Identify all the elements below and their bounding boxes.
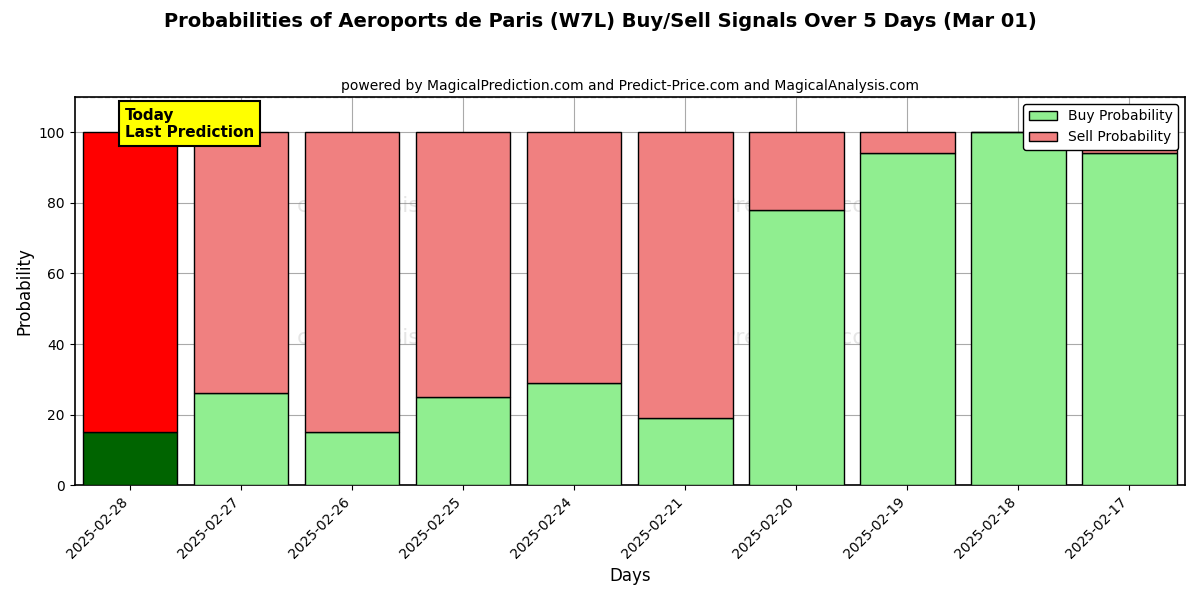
Bar: [194, 394, 288, 485]
Legend: Buy Probability, Sell Probability: Buy Probability, Sell Probability: [1024, 104, 1178, 150]
Bar: [416, 132, 510, 397]
Text: calAnalysis.com: calAnalysis.com: [296, 196, 475, 215]
Bar: [1082, 132, 1177, 154]
Bar: [749, 210, 844, 485]
Bar: [749, 132, 844, 210]
Title: powered by MagicalPrediction.com and Predict-Price.com and MagicalAnalysis.com: powered by MagicalPrediction.com and Pre…: [341, 79, 919, 93]
X-axis label: Days: Days: [610, 567, 650, 585]
Bar: [194, 132, 288, 394]
Bar: [1082, 154, 1177, 485]
Bar: [860, 132, 955, 154]
Bar: [527, 383, 622, 485]
Bar: [305, 433, 400, 485]
Bar: [416, 397, 510, 485]
Text: calAnalysis.com: calAnalysis.com: [296, 328, 475, 347]
Bar: [305, 132, 400, 433]
Bar: [971, 132, 1066, 485]
Bar: [638, 132, 732, 418]
Text: MagicalPrediction.com: MagicalPrediction.com: [638, 196, 888, 215]
Bar: [83, 132, 178, 433]
Bar: [527, 132, 622, 383]
Text: Probabilities of Aeroports de Paris (W7L) Buy/Sell Signals Over 5 Days (Mar 01): Probabilities of Aeroports de Paris (W7L…: [163, 12, 1037, 31]
Text: Today
Last Prediction: Today Last Prediction: [125, 107, 254, 140]
Bar: [860, 154, 955, 485]
Y-axis label: Probability: Probability: [16, 247, 34, 335]
Bar: [83, 433, 178, 485]
Text: MagicalPrediction.com: MagicalPrediction.com: [638, 328, 888, 347]
Bar: [638, 418, 732, 485]
